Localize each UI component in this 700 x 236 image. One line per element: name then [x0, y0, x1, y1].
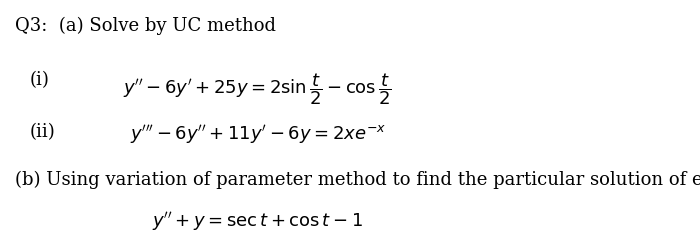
Text: (i): (i) — [29, 71, 49, 89]
Text: $y'' - 6y' + 25y = 2\sin\dfrac{t}{2} - \cos\dfrac{t}{2}$: $y'' - 6y' + 25y = 2\sin\dfrac{t}{2} - \… — [123, 71, 392, 107]
Text: (b) Using variation of parameter method to find the particular solution of equat: (b) Using variation of parameter method … — [15, 171, 700, 189]
Text: Q3:  (a) Solve by UC method: Q3: (a) Solve by UC method — [15, 17, 276, 35]
Text: $y''' - 6y'' + 11y' - 6y = 2xe^{-x}$: $y''' - 6y'' + 11y' - 6y = 2xe^{-x}$ — [130, 123, 386, 146]
Text: $y'' + y = \sec t + \cos t - 1$: $y'' + y = \sec t + \cos t - 1$ — [153, 210, 363, 233]
Text: (ii): (ii) — [29, 123, 55, 141]
